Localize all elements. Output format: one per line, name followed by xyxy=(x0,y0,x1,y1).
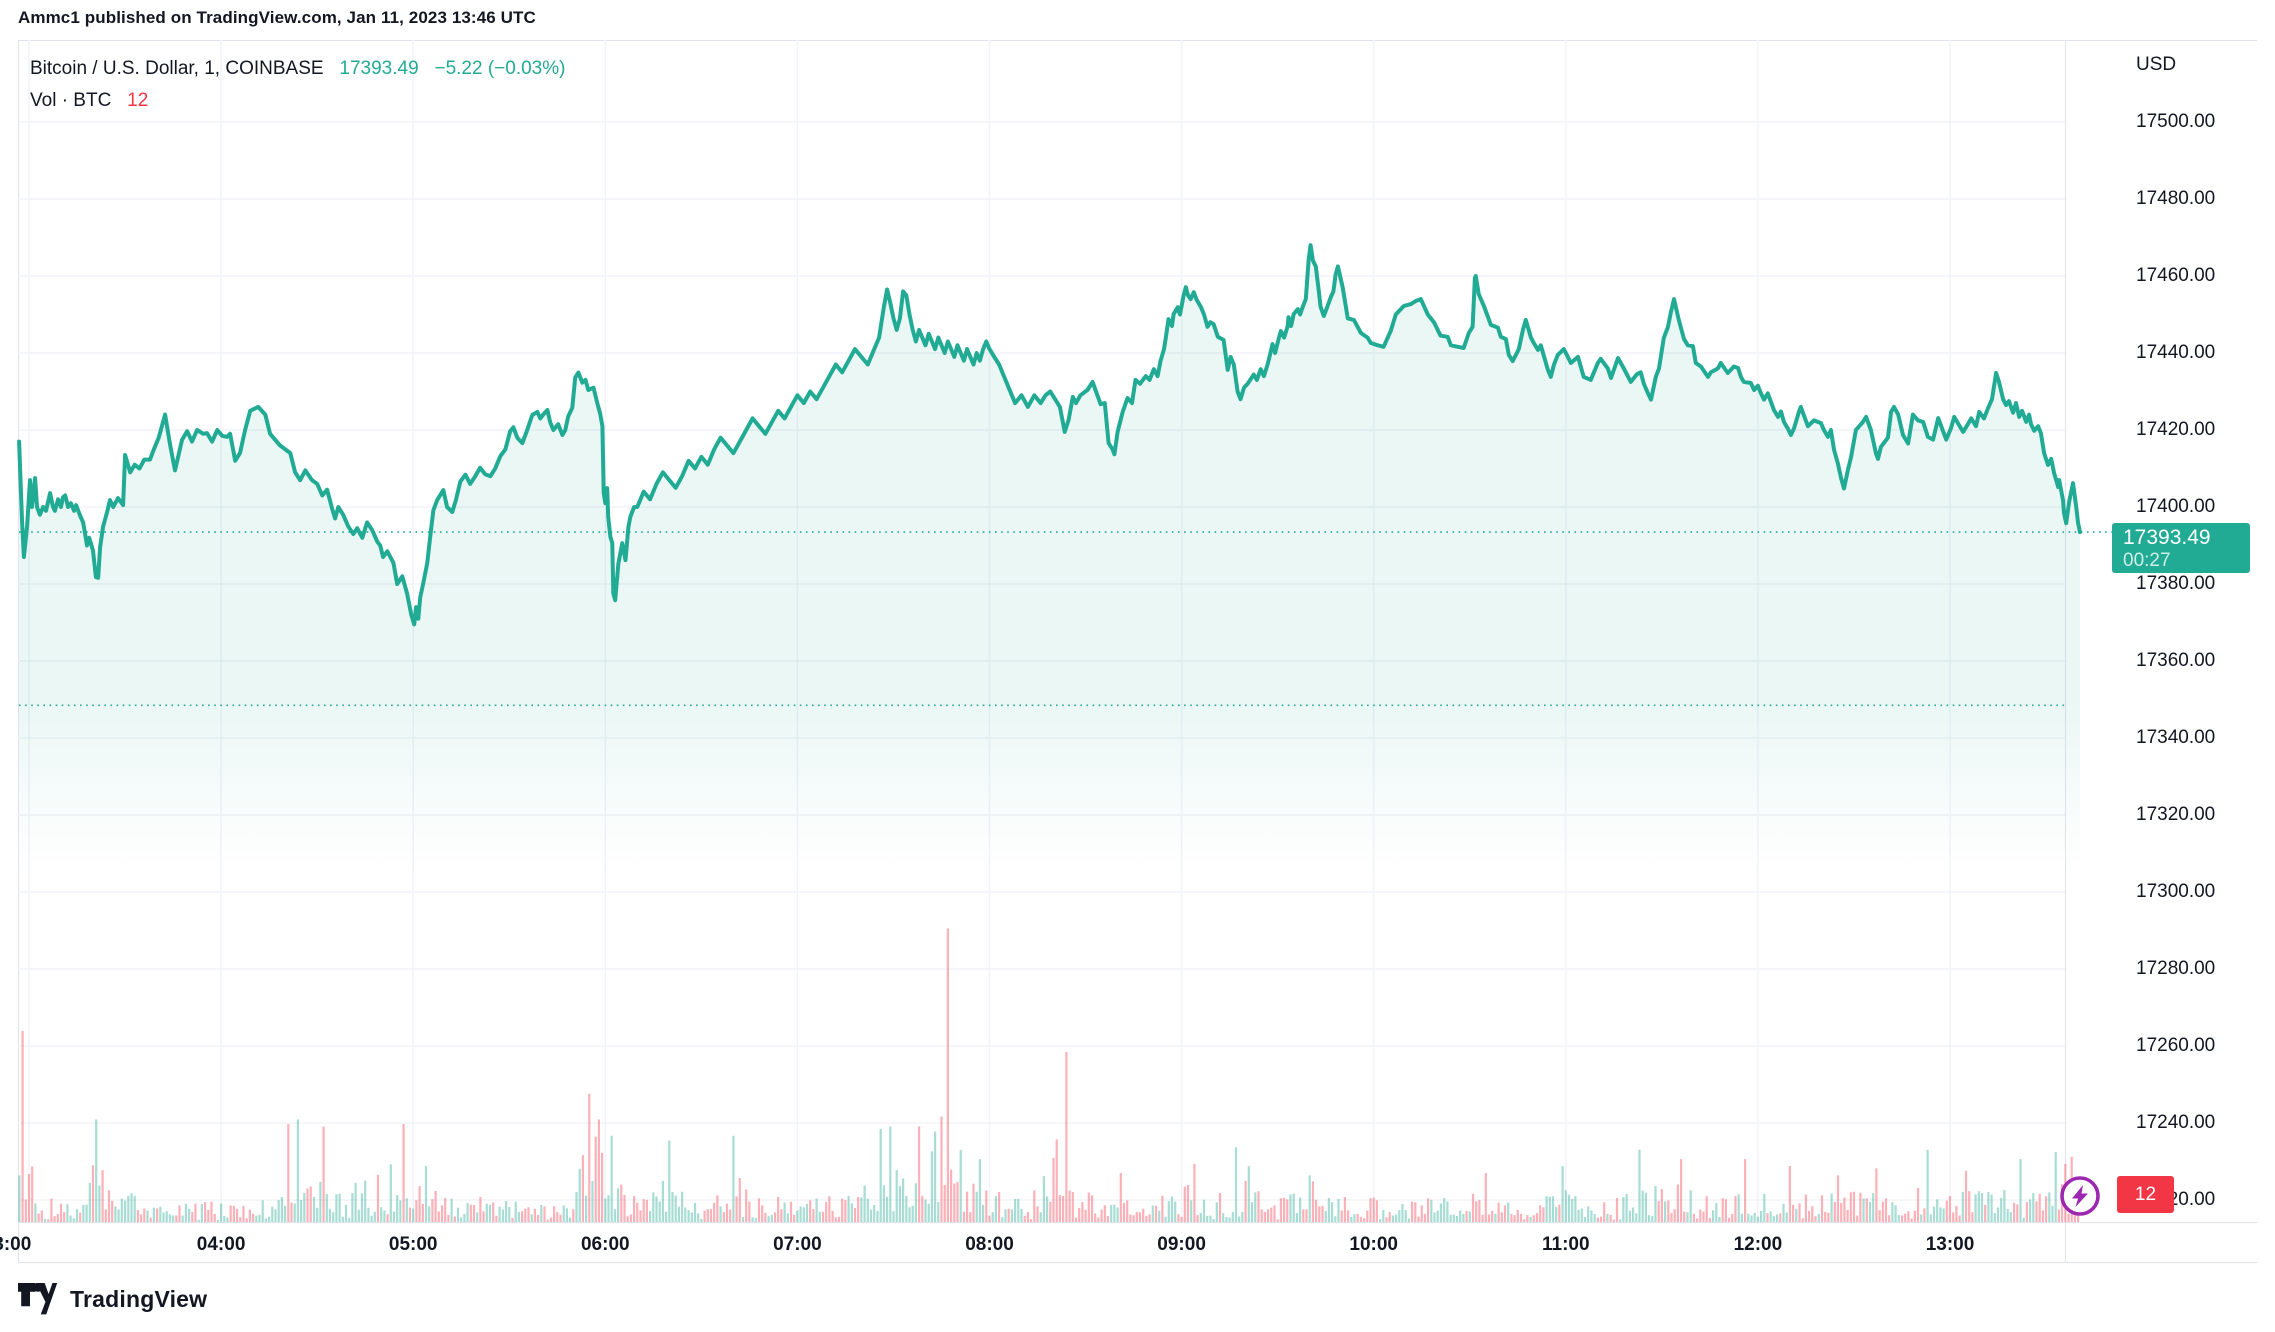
time-axis-separator xyxy=(18,1222,2257,1223)
time-tick: 04:00 xyxy=(196,1234,246,1255)
time-tick: 06:00 xyxy=(580,1234,630,1255)
price-tick: 17380.00 xyxy=(2136,573,2216,594)
chart-frame-bottom-border xyxy=(18,1262,2257,1263)
time-tick: 08:00 xyxy=(965,1234,1014,1255)
tradingview-wordmark: TradingView xyxy=(70,1285,208,1312)
time-tick: 05:00 xyxy=(388,1234,438,1255)
price-change: −5.22 (−0.03%) xyxy=(434,58,566,79)
bar-countdown: 00:27 xyxy=(2123,550,2171,571)
price-tick: 17280.00 xyxy=(2136,958,2216,979)
time-tick: 03:00 xyxy=(0,1234,32,1255)
chart-frame-top-border xyxy=(18,40,2257,41)
price-tick: 17300.00 xyxy=(2136,881,2216,902)
price-axis-separator xyxy=(2065,40,2066,1262)
volume-legend[interactable]: Vol · BTC 12 xyxy=(30,90,148,112)
symbol-title: Bitcoin / U.S. Dollar, 1, COINBASE xyxy=(30,58,324,79)
tradingview-logo[interactable]: TradingView xyxy=(18,1283,207,1315)
current-price-value: 17393.49 xyxy=(2123,526,2211,549)
price-tick: 17260.00 xyxy=(2136,1035,2216,1056)
price-tick: 17460.00 xyxy=(2136,265,2216,286)
price-tick: 17440.00 xyxy=(2136,342,2216,363)
price-tick: 17420.00 xyxy=(2136,419,2216,440)
price-tick: 17480.00 xyxy=(2136,188,2216,209)
price-tick: 17320.00 xyxy=(2136,804,2216,825)
time-tick: 09:00 xyxy=(1157,1234,1206,1255)
currency-label: USD xyxy=(2136,54,2177,75)
volume-legend-label: Vol · BTC xyxy=(30,90,112,111)
time-tick: 13:00 xyxy=(1925,1234,1975,1255)
chart-legend[interactable]: Bitcoin / U.S. Dollar, 1, COINBASE 17393… xyxy=(30,58,565,80)
volume-legend-value: 12 xyxy=(127,90,149,111)
last-price: 17393.49 xyxy=(339,58,419,79)
lightning-button[interactable] xyxy=(2058,1174,2102,1218)
price-tick: 17340.00 xyxy=(2136,727,2216,748)
published-byline: Ammc1 published on TradingView.com, Jan … xyxy=(18,8,536,27)
time-tick: 10:00 xyxy=(1349,1234,1398,1255)
current-volume-label: 12 xyxy=(2117,1176,2174,1213)
time-tick: 11:00 xyxy=(1542,1234,1590,1255)
price-tick: 17400.00 xyxy=(2136,496,2216,517)
price-tick: 17500.00 xyxy=(2136,111,2216,132)
lightning-icon xyxy=(2060,1176,2100,1216)
price-tick: 17240.00 xyxy=(2136,1112,2216,1133)
time-tick: 12:00 xyxy=(1733,1234,1783,1255)
price-tick: 17360.00 xyxy=(2136,650,2216,671)
current-price-label: 17393.49 00:27 xyxy=(2112,523,2250,573)
chart-frame-left-border xyxy=(18,40,19,1262)
tradingview-logo-icon xyxy=(18,1283,58,1315)
time-tick: 07:00 xyxy=(773,1234,822,1255)
